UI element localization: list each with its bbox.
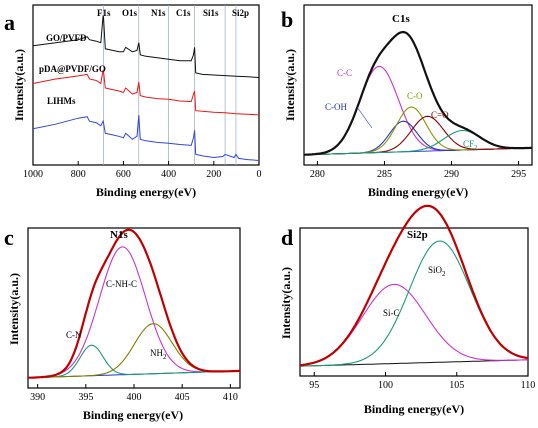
component-c-o: [304, 106, 532, 156]
x-tick-label: 295: [511, 169, 526, 180]
x-tick-label: 280: [310, 169, 325, 180]
element-label-o1s: O1s: [122, 8, 138, 18]
panel-d-frame: [299, 227, 529, 377]
peak-label-si-c: Si-C: [383, 308, 400, 318]
x-tick-label: 0: [257, 169, 262, 180]
panel-c-letter: c: [4, 225, 14, 250]
element-label-si1s: Si1s: [203, 8, 219, 18]
panel-d-title: Si2p: [407, 229, 428, 241]
envelope-curve: [299, 204, 529, 367]
panel-d-si2p-spectrum: d 95 100 105 110 Si2p Si-C SiO2 Binding ene…: [279, 204, 535, 416]
si2p-fit-curves: [299, 204, 529, 367]
component-c-n: [28, 344, 240, 379]
panel-d-letter: d: [281, 225, 293, 250]
x-tick-label: 400: [161, 169, 176, 180]
element-label-f1s: F1s: [97, 8, 111, 18]
element-label-si2p: Si2p: [232, 8, 249, 18]
envelope-curve: [303, 30, 532, 156]
panel-b-x-ticks: 280 285 290 295: [310, 161, 526, 180]
peak-label-cf2: CF2: [463, 139, 478, 152]
peak-label-nh2: NH2: [150, 348, 167, 361]
x-tick-label: 110: [521, 380, 536, 391]
panel-d-xlabel: Binding energy(eV): [364, 402, 464, 416]
panel-c-frame: [27, 227, 241, 389]
peak-label-sio2: SiO2: [428, 265, 446, 278]
component-nh2: [28, 323, 240, 379]
panel-d-ylabel: Intensity(a.u.): [279, 267, 293, 339]
n1s-fit-curves: [27, 228, 240, 379]
panel-c-x-ticks: 390 395 400 405 410: [30, 384, 238, 403]
panel-a-x-ticks: 1000 800 600 400 200 0: [23, 161, 262, 180]
survey-line-lihms: [32, 115, 260, 161]
panel-c-title: N1s: [110, 229, 128, 241]
survey-line-go-pvfd: [32, 15, 260, 78]
panel-b-c1s-spectrum: b 280 285 290 295 C1s C-C C-OH C-O C=O CF2 …: [281, 4, 533, 199]
x-tick-label: 200: [206, 169, 221, 180]
peak-label-c-oh: C-OH: [325, 102, 347, 112]
panel-a-letter: a: [4, 10, 15, 35]
x-tick-label: 1000: [23, 169, 43, 180]
peak-label-c-nh-c: C-NH-C: [106, 279, 137, 289]
component-sio2: [299, 240, 529, 367]
element-label-n1s: N1s: [151, 8, 166, 18]
peak-label-c-eq-o: C=O: [431, 110, 449, 120]
x-tick-label: 290: [444, 169, 459, 180]
peak-label-c-o: C-O: [407, 91, 423, 101]
element-label-c1s: C1s: [176, 8, 191, 18]
survey-series: [32, 15, 260, 161]
panel-c-xlabel: Binding energy(eV): [83, 408, 183, 422]
x-tick-label: 800: [71, 169, 86, 180]
panel-a-frame: [32, 4, 260, 166]
x-tick-label: 390: [30, 392, 45, 403]
x-tick-label: 400: [127, 392, 142, 403]
c1s-fit-curves: [303, 30, 532, 156]
panel-b-frame: [303, 4, 533, 166]
component-c-o: [304, 115, 532, 156]
series-label-pda-pvdf-go: pDA@PVDF/GO: [39, 64, 106, 74]
panel-b-ylabel: Intensity(a.u.): [283, 49, 297, 121]
panel-b-letter: b: [281, 7, 293, 32]
element-reference-lines: [103, 5, 237, 165]
panel-a-survey-spectrum: a 1000 800 600 400 200 0 F1s O1s N1s C1s Si1s…: [4, 4, 262, 199]
x-tick-label: 100: [378, 380, 393, 391]
peak-label-c-c: C-C: [337, 68, 352, 78]
panel-c-ylabel: Intensity(a.u.): [7, 273, 21, 345]
x-tick-label: 395: [78, 392, 93, 403]
panel-d-x-ticks: 95 100 105 110: [309, 372, 535, 391]
x-tick-label: 600: [116, 169, 131, 180]
panel-b-xlabel: Binding energy(eV): [368, 185, 468, 199]
panel-c-n1s-spectrum: c 390 395 400 405 410 N1s C-NH-C C-N NH2 Bin…: [4, 225, 241, 422]
peak-label-c-n: C-N: [66, 330, 82, 340]
panel-b-title: C1s: [392, 13, 410, 25]
panel-a-xlabel: Binding energy(eV): [96, 185, 196, 199]
survey-line-pda-pvdf-go: [32, 69, 260, 116]
panel-a-ylabel: Intensity(a.u.): [12, 49, 26, 121]
x-tick-label: 95: [309, 380, 319, 391]
envelope-curve: [27, 228, 240, 379]
x-tick-label: 105: [449, 380, 464, 391]
series-label-lihms: LIHMs: [47, 96, 76, 106]
c-oh-label-pointer: [356, 106, 373, 129]
x-tick-label: 285: [377, 169, 392, 180]
x-tick-label: 405: [175, 392, 190, 403]
series-label-go-pvfd: GO/PVFD: [46, 33, 87, 43]
x-tick-label: 410: [223, 392, 238, 403]
component-c-nh-c: [27, 246, 240, 379]
